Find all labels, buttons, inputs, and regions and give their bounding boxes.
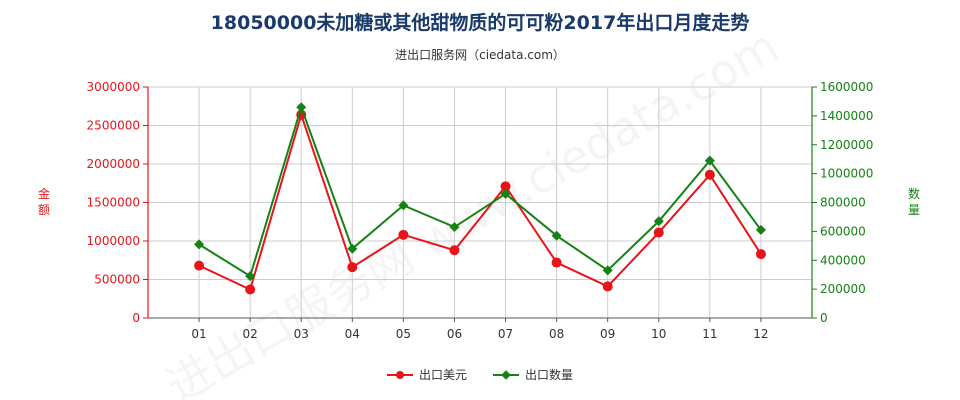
y-left-tick-label: 0 bbox=[132, 311, 140, 325]
series-line-qty bbox=[198, 104, 762, 278]
y-left-tick-label: 500000 bbox=[94, 273, 140, 287]
point-qty-04 bbox=[347, 243, 358, 254]
legend-item-usd[interactable]: 出口美元 bbox=[386, 366, 467, 383]
x-tick-label: 01 bbox=[191, 327, 206, 341]
y-right-axis-label: 数量 bbox=[908, 186, 920, 217]
x-tick-label: 07 bbox=[498, 327, 513, 341]
x-tick-label: 08 bbox=[549, 327, 564, 341]
point-usd-08 bbox=[551, 257, 562, 268]
legend: 出口美元 出口数量 bbox=[0, 366, 960, 383]
legend-swatch-usd bbox=[386, 369, 413, 381]
legend-swatch-qty bbox=[493, 369, 519, 381]
point-qty-08 bbox=[551, 230, 562, 241]
y-right-tick-label: 600000 bbox=[820, 224, 866, 238]
y-right-tick-label: 0 bbox=[820, 311, 828, 325]
x-tick-label: 02 bbox=[243, 327, 258, 341]
point-usd-09 bbox=[602, 281, 613, 292]
y-right-tick-label: 200000 bbox=[820, 282, 866, 296]
y-right-tick-label: 1000000 bbox=[820, 167, 873, 181]
point-usd-01 bbox=[194, 260, 205, 271]
y-left-tick-label: 2000000 bbox=[87, 157, 140, 171]
x-tick-label: 03 bbox=[294, 327, 309, 341]
point-usd-06 bbox=[449, 245, 460, 256]
legend-item-qty[interactable]: 出口数量 bbox=[493, 366, 573, 383]
point-qty-09 bbox=[602, 265, 613, 276]
point-qty-05 bbox=[398, 200, 409, 211]
point-qty-10 bbox=[653, 216, 664, 227]
chart-subtitle: 进出口服务网（ciedata.com） bbox=[395, 48, 565, 62]
y-left-tick-label: 2500000 bbox=[87, 119, 140, 133]
y-right-tick-label: 1200000 bbox=[820, 138, 873, 152]
y-left-tick-label: 3000000 bbox=[87, 80, 140, 94]
x-tick-label: 05 bbox=[396, 327, 411, 341]
x-tick-label: 06 bbox=[447, 327, 462, 341]
y-right-tick-label: 400000 bbox=[820, 253, 866, 267]
x-tick-label: 11 bbox=[702, 327, 717, 341]
x-tick-label: 12 bbox=[753, 327, 768, 341]
y-right-tick-label: 800000 bbox=[820, 196, 866, 210]
legend-label-usd: 出口美元 bbox=[418, 368, 467, 382]
y-left-tick-label: 1000000 bbox=[87, 234, 140, 248]
point-qty-11 bbox=[704, 155, 715, 166]
point-qty-06 bbox=[449, 222, 460, 233]
point-usd-04 bbox=[347, 262, 358, 273]
point-usd-11 bbox=[704, 169, 715, 180]
y-right-tick-label: 1400000 bbox=[820, 109, 873, 123]
x-tick-label: 10 bbox=[651, 327, 666, 341]
point-usd-12 bbox=[755, 249, 766, 260]
point-qty-12 bbox=[755, 224, 766, 235]
y-left-axis-label: 金额 bbox=[38, 186, 50, 217]
x-tick-label: 09 bbox=[600, 327, 615, 341]
watermark: 进出口服务网 www.ciedata.com bbox=[157, 19, 787, 400]
legend-label-qty: 出口数量 bbox=[525, 368, 574, 382]
point-usd-07 bbox=[500, 181, 511, 192]
y-right-tick-label: 1600000 bbox=[820, 80, 873, 94]
point-usd-02 bbox=[245, 284, 256, 295]
point-qty-01 bbox=[194, 239, 205, 250]
series-line-usd bbox=[198, 111, 762, 291]
point-qty-03 bbox=[296, 102, 307, 113]
chart-title: 18050000未加糖或其他甜物质的可可粉2017年出口月度走势 bbox=[210, 12, 750, 34]
y-left-tick-label: 1500000 bbox=[87, 196, 140, 210]
point-usd-10 bbox=[653, 227, 664, 238]
point-usd-05 bbox=[398, 229, 409, 240]
x-tick-label: 04 bbox=[345, 327, 360, 341]
point-qty-02 bbox=[245, 271, 256, 282]
point-qty-07 bbox=[500, 188, 511, 199]
